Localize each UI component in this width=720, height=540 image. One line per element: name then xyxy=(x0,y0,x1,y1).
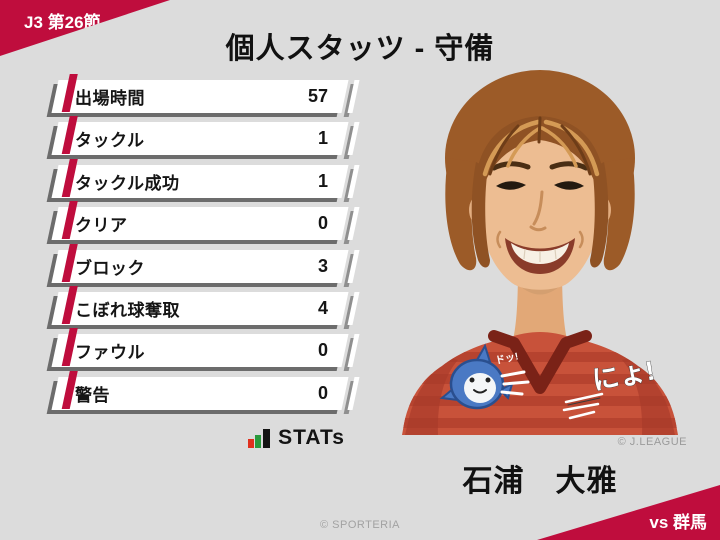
stat-label: タックル xyxy=(75,131,145,151)
bar-red xyxy=(248,439,255,448)
eyes xyxy=(496,181,526,190)
stat-value: 57 xyxy=(307,86,328,106)
photo-credit: © J.LEAGUE xyxy=(617,436,687,448)
hair-fringe xyxy=(471,116,609,268)
round-label: J3 第26節 xyxy=(24,13,101,32)
stat-row: ファウル 0 xyxy=(51,328,360,368)
stat-row: タックル成功 1 xyxy=(51,158,360,198)
v-neck-collar xyxy=(488,330,592,394)
player-photo-illustration: ドッ! にょ! xyxy=(402,70,678,435)
stat-row: タックル 1 xyxy=(51,116,360,156)
stat-label: 出場時間 xyxy=(75,89,145,108)
stat-value: 1 xyxy=(317,170,328,191)
stat-row: クリア 0 xyxy=(51,201,360,241)
stat-value: 4 xyxy=(317,297,328,318)
stat-label: 警告 xyxy=(75,385,110,405)
stat-label: ファウル xyxy=(75,343,145,363)
mascot-print: ドッ! xyxy=(439,343,530,410)
stat-label: こぼれ球奪取 xyxy=(75,300,180,320)
stat-row: こぼれ球奪取 4 xyxy=(51,285,360,325)
stat-value: 3 xyxy=(317,255,328,276)
white-slash-accent-icon xyxy=(347,207,360,241)
white-slash-accent-icon xyxy=(347,291,360,325)
mouth xyxy=(496,230,584,274)
bar-green xyxy=(255,435,262,448)
stat-row-content: ファウル 0 xyxy=(55,334,345,367)
player-photo: ドッ! にょ! xyxy=(390,58,690,435)
stat-value: 0 xyxy=(317,382,328,403)
stat-label: タックル成功 xyxy=(75,173,180,193)
white-slash-accent-icon xyxy=(347,164,360,198)
bar-black xyxy=(263,429,271,448)
stat-row: 出場時間 57 xyxy=(51,74,360,113)
stats-logo-label: STATs xyxy=(278,426,345,450)
stat-row: 警告 0 xyxy=(51,370,360,410)
stats-logo: STATs xyxy=(55,426,345,448)
page-title: 個人スタッツ - 守備 xyxy=(225,33,495,65)
jersey-print-left-text: ドッ! xyxy=(494,350,519,367)
white-slash-accent-icon xyxy=(347,80,360,113)
site-credit: © SPORTERIA xyxy=(319,519,401,531)
stat-label: ブロック xyxy=(75,258,145,278)
opponent-label: vs 群馬 xyxy=(649,513,707,532)
white-slash-accent-icon xyxy=(347,376,360,410)
jersey: ドッ! にょ! xyxy=(402,330,678,435)
stat-value: 0 xyxy=(317,340,328,361)
stat-value: 1 xyxy=(317,128,328,149)
player-name: 石浦 大雅 xyxy=(462,465,618,498)
stat-row-content: タックル成功 1 xyxy=(55,165,345,198)
stat-row-content: クリア 0 xyxy=(55,207,345,240)
stat-row-content: 出場時間 57 xyxy=(55,80,345,113)
white-slash-accent-icon xyxy=(347,249,360,283)
stats-list: 出場時間 57 タックル 1 タックル成功 1 クリア xyxy=(51,74,360,419)
stat-value: 0 xyxy=(317,213,328,234)
stat-row-content: こぼれ球奪取 4 xyxy=(55,292,345,325)
bar-chart-icon xyxy=(248,429,271,448)
nose xyxy=(532,190,544,226)
stat-row-content: タックル 1 xyxy=(55,122,345,155)
stat-row-content: ブロック 3 xyxy=(55,250,345,283)
stat-row-content: 警告 0 xyxy=(55,377,345,410)
white-slash-accent-icon xyxy=(347,122,360,156)
white-slash-accent-icon xyxy=(347,334,360,368)
stat-row: ブロック 3 xyxy=(51,243,360,283)
stat-label: クリア xyxy=(75,216,128,236)
